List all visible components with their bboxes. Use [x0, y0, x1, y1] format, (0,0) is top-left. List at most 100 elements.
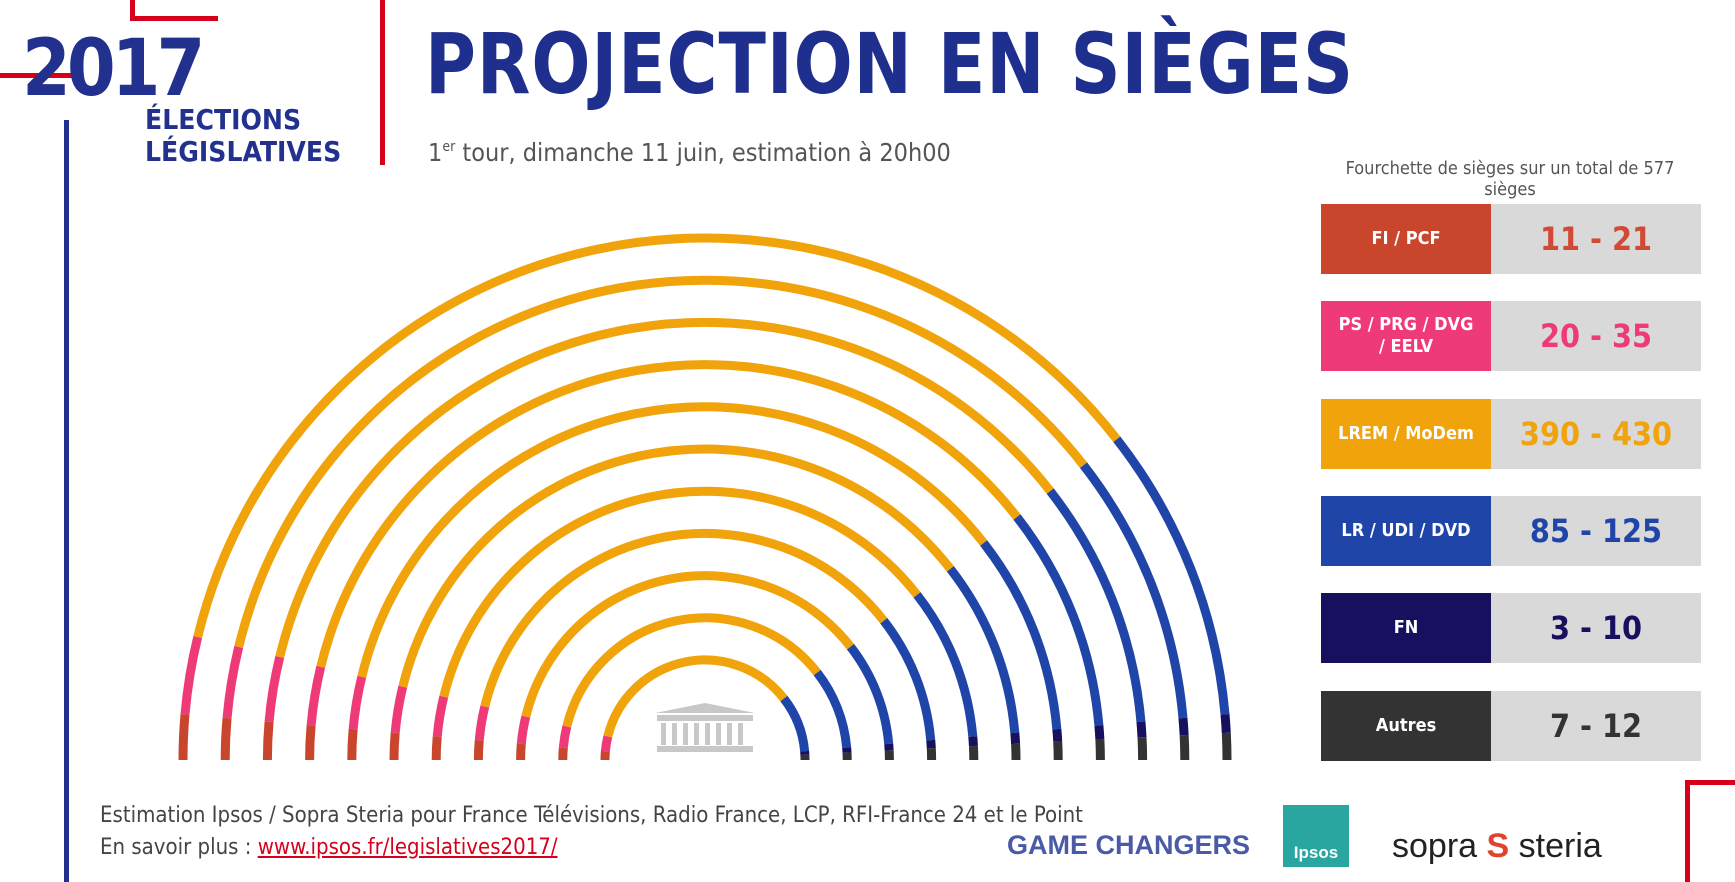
- arc-segment-ps-prg-dvg-eelv: [558, 725, 572, 749]
- frame-line: [130, 16, 218, 21]
- election-logo-year: 2017: [22, 24, 205, 114]
- legend-value: 85 - 125: [1491, 496, 1701, 566]
- legend-value: 11 - 21: [1491, 204, 1701, 274]
- ipsos-logo: Ipsos: [1283, 805, 1349, 867]
- legend-label: Autres: [1321, 691, 1491, 761]
- legend-value: 390 - 430: [1491, 399, 1701, 469]
- legend-value: 7 - 12: [1491, 691, 1701, 761]
- steria-text: steria: [1518, 827, 1602, 865]
- assembly-building-icon: [655, 703, 755, 752]
- arc-segment-ps-prg-dvg-eelv: [432, 695, 449, 737]
- subtitle-ordinal-suffix: er: [442, 139, 456, 155]
- arc-segment-lrem-modem: [521, 571, 855, 718]
- arc-segment-ps-prg-dvg-eelv: [348, 675, 367, 730]
- legend-value: 20 - 35: [1491, 301, 1701, 371]
- arc-segment-lr-udi-dvd: [980, 540, 1062, 730]
- arc-segment-fn: [1178, 717, 1189, 736]
- arc-segment-lr-udi-dvd: [1013, 514, 1104, 726]
- arc-segment-ps-prg-dvg-eelv: [516, 715, 531, 745]
- election-logo-line1: ÉLECTIONS: [145, 103, 302, 136]
- arc-segment-lr-udi-dvd: [1046, 488, 1146, 723]
- source-note: Estimation Ipsos / Sopra Steria pour Fra…: [100, 803, 1083, 828]
- arc-segment-lr-udi-dvd: [1079, 462, 1188, 719]
- page-title: PROJECTION EN SIÈGES: [425, 15, 1355, 113]
- arc-segment-lrem-modem: [480, 528, 888, 708]
- subtitle-text: tour, dimanche 11 juin, estimation à 20h…: [455, 138, 951, 167]
- game-changers-logo: GAME CHANGERS: [1007, 830, 1251, 860]
- legend-caption: Fourchette de sièges sur un total de 577…: [1345, 158, 1675, 200]
- subtitle: 1er tour, dimanche 11 juin, estimation à…: [428, 140, 951, 165]
- frame-line: [1685, 780, 1735, 785]
- arc-segment-lr-udi-dvd: [780, 695, 810, 752]
- arc-segment-fi-pcf: [347, 728, 358, 761]
- frame-line: [380, 0, 385, 165]
- arc-segment-fn: [1094, 725, 1105, 740]
- arc-segment-ps-prg-dvg-eelv: [222, 645, 244, 719]
- arc-segment-lrem-modem: [439, 486, 921, 698]
- legend-row-lr: LR / UDI / DVD 85 - 125: [1321, 496, 1701, 566]
- arc-segment-lr-udi-dvd: [813, 669, 852, 749]
- more-info-prefix: En savoir plus :: [100, 835, 258, 860]
- hemicycle-chart: [178, 233, 1232, 761]
- frame-line: [0, 73, 78, 78]
- arc-segment-lrem-modem: [234, 275, 1088, 649]
- arc-segment-autres: [1179, 734, 1190, 761]
- hemicycle-arcs: [178, 233, 1232, 761]
- arc-segment-fi-pcf: [220, 717, 232, 761]
- arc-segment-fi-pcf: [305, 725, 316, 761]
- arc-segment-fi-pcf: [473, 739, 484, 761]
- legend-row-lrem: LREM / MoDem 390 - 430: [1321, 399, 1701, 469]
- arc-segment-ps-prg-dvg-eelv: [180, 635, 203, 715]
- arc-segment-lrem-modem: [316, 360, 1021, 668]
- arc-segment-autres: [1095, 739, 1105, 761]
- legend-row-autres: Autres 7 - 12: [1321, 691, 1701, 761]
- arc-segment-autres: [1221, 732, 1232, 761]
- sopra-text: sopra: [1392, 827, 1478, 865]
- arc-segment-fi-pcf: [516, 743, 526, 761]
- arc-segment-fi-pcf: [178, 713, 190, 761]
- arc-segment-fn: [1052, 728, 1063, 742]
- frame-line: [64, 120, 69, 882]
- arc-segment-lrem-modem: [562, 613, 821, 728]
- arc-segment-ps-prg-dvg-eelv: [474, 705, 490, 741]
- sopra-steria-mark-icon: S: [1486, 827, 1510, 865]
- arc-segment-fn: [1136, 721, 1147, 738]
- arc-segment-fn: [926, 739, 936, 749]
- sopra-steria-logo: sopra S steria: [1392, 827, 1602, 866]
- legend-row-fi-pcf: FI / PCF 11 - 21: [1321, 204, 1701, 274]
- legend-label: PS / PRG / DVG / EELV: [1321, 301, 1491, 371]
- arc-segment-lrem-modem: [357, 402, 988, 678]
- frame-line: [130, 0, 135, 18]
- arc-segment-fi-pcf: [431, 736, 442, 761]
- arc-segment-lr-udi-dvd: [1113, 436, 1230, 715]
- election-logo-line2: LÉGISLATIVES: [145, 135, 342, 168]
- legend-label: LREM / MoDem: [1321, 399, 1491, 469]
- legend-label: LR / UDI / DVD: [1321, 496, 1491, 566]
- legend-row-ps: PS / PRG / DVG / EELV 20 - 35: [1321, 301, 1701, 371]
- arc-segment-lr-udi-dvd: [846, 643, 894, 745]
- arc-segment-fn: [1220, 713, 1231, 734]
- arc-segment-lr-udi-dvd: [913, 592, 978, 737]
- legend-row-fn: FN 3 - 10: [1321, 593, 1701, 663]
- more-info-note: En savoir plus : www.ipsos.fr/legislativ…: [100, 835, 558, 860]
- arc-segment-fn: [1010, 732, 1021, 745]
- arc-segment-lr-udi-dvd: [946, 566, 1020, 734]
- arc-segment-lrem-modem: [398, 444, 954, 688]
- arc-segment-ps-prg-dvg-eelv: [600, 735, 613, 752]
- ipsos-link[interactable]: www.ipsos.fr/legislatives2017/: [257, 835, 558, 860]
- arc-segment-ps-prg-dvg-eelv: [306, 665, 326, 726]
- arc-segment-lr-udi-dvd: [880, 618, 936, 741]
- arc-segment-ps-prg-dvg-eelv: [390, 685, 408, 734]
- arc-segment-ps-prg-dvg-eelv: [264, 655, 285, 723]
- frame-line: [1685, 780, 1690, 882]
- arc-segment-lrem-modem: [603, 655, 788, 738]
- arc-segment-lrem-modem: [275, 317, 1054, 658]
- arc-segment-fi-pcf: [262, 721, 274, 761]
- arc-segment-fn: [968, 736, 978, 747]
- legend-value: 3 - 10: [1491, 593, 1701, 663]
- arc-segment-fi-pcf: [389, 732, 400, 761]
- subtitle-ordinal: 1: [428, 138, 443, 167]
- arc-segment-autres: [1137, 737, 1148, 761]
- arc-segment-fi-pcf: [558, 747, 568, 761]
- legend-label: FI / PCF: [1321, 204, 1491, 274]
